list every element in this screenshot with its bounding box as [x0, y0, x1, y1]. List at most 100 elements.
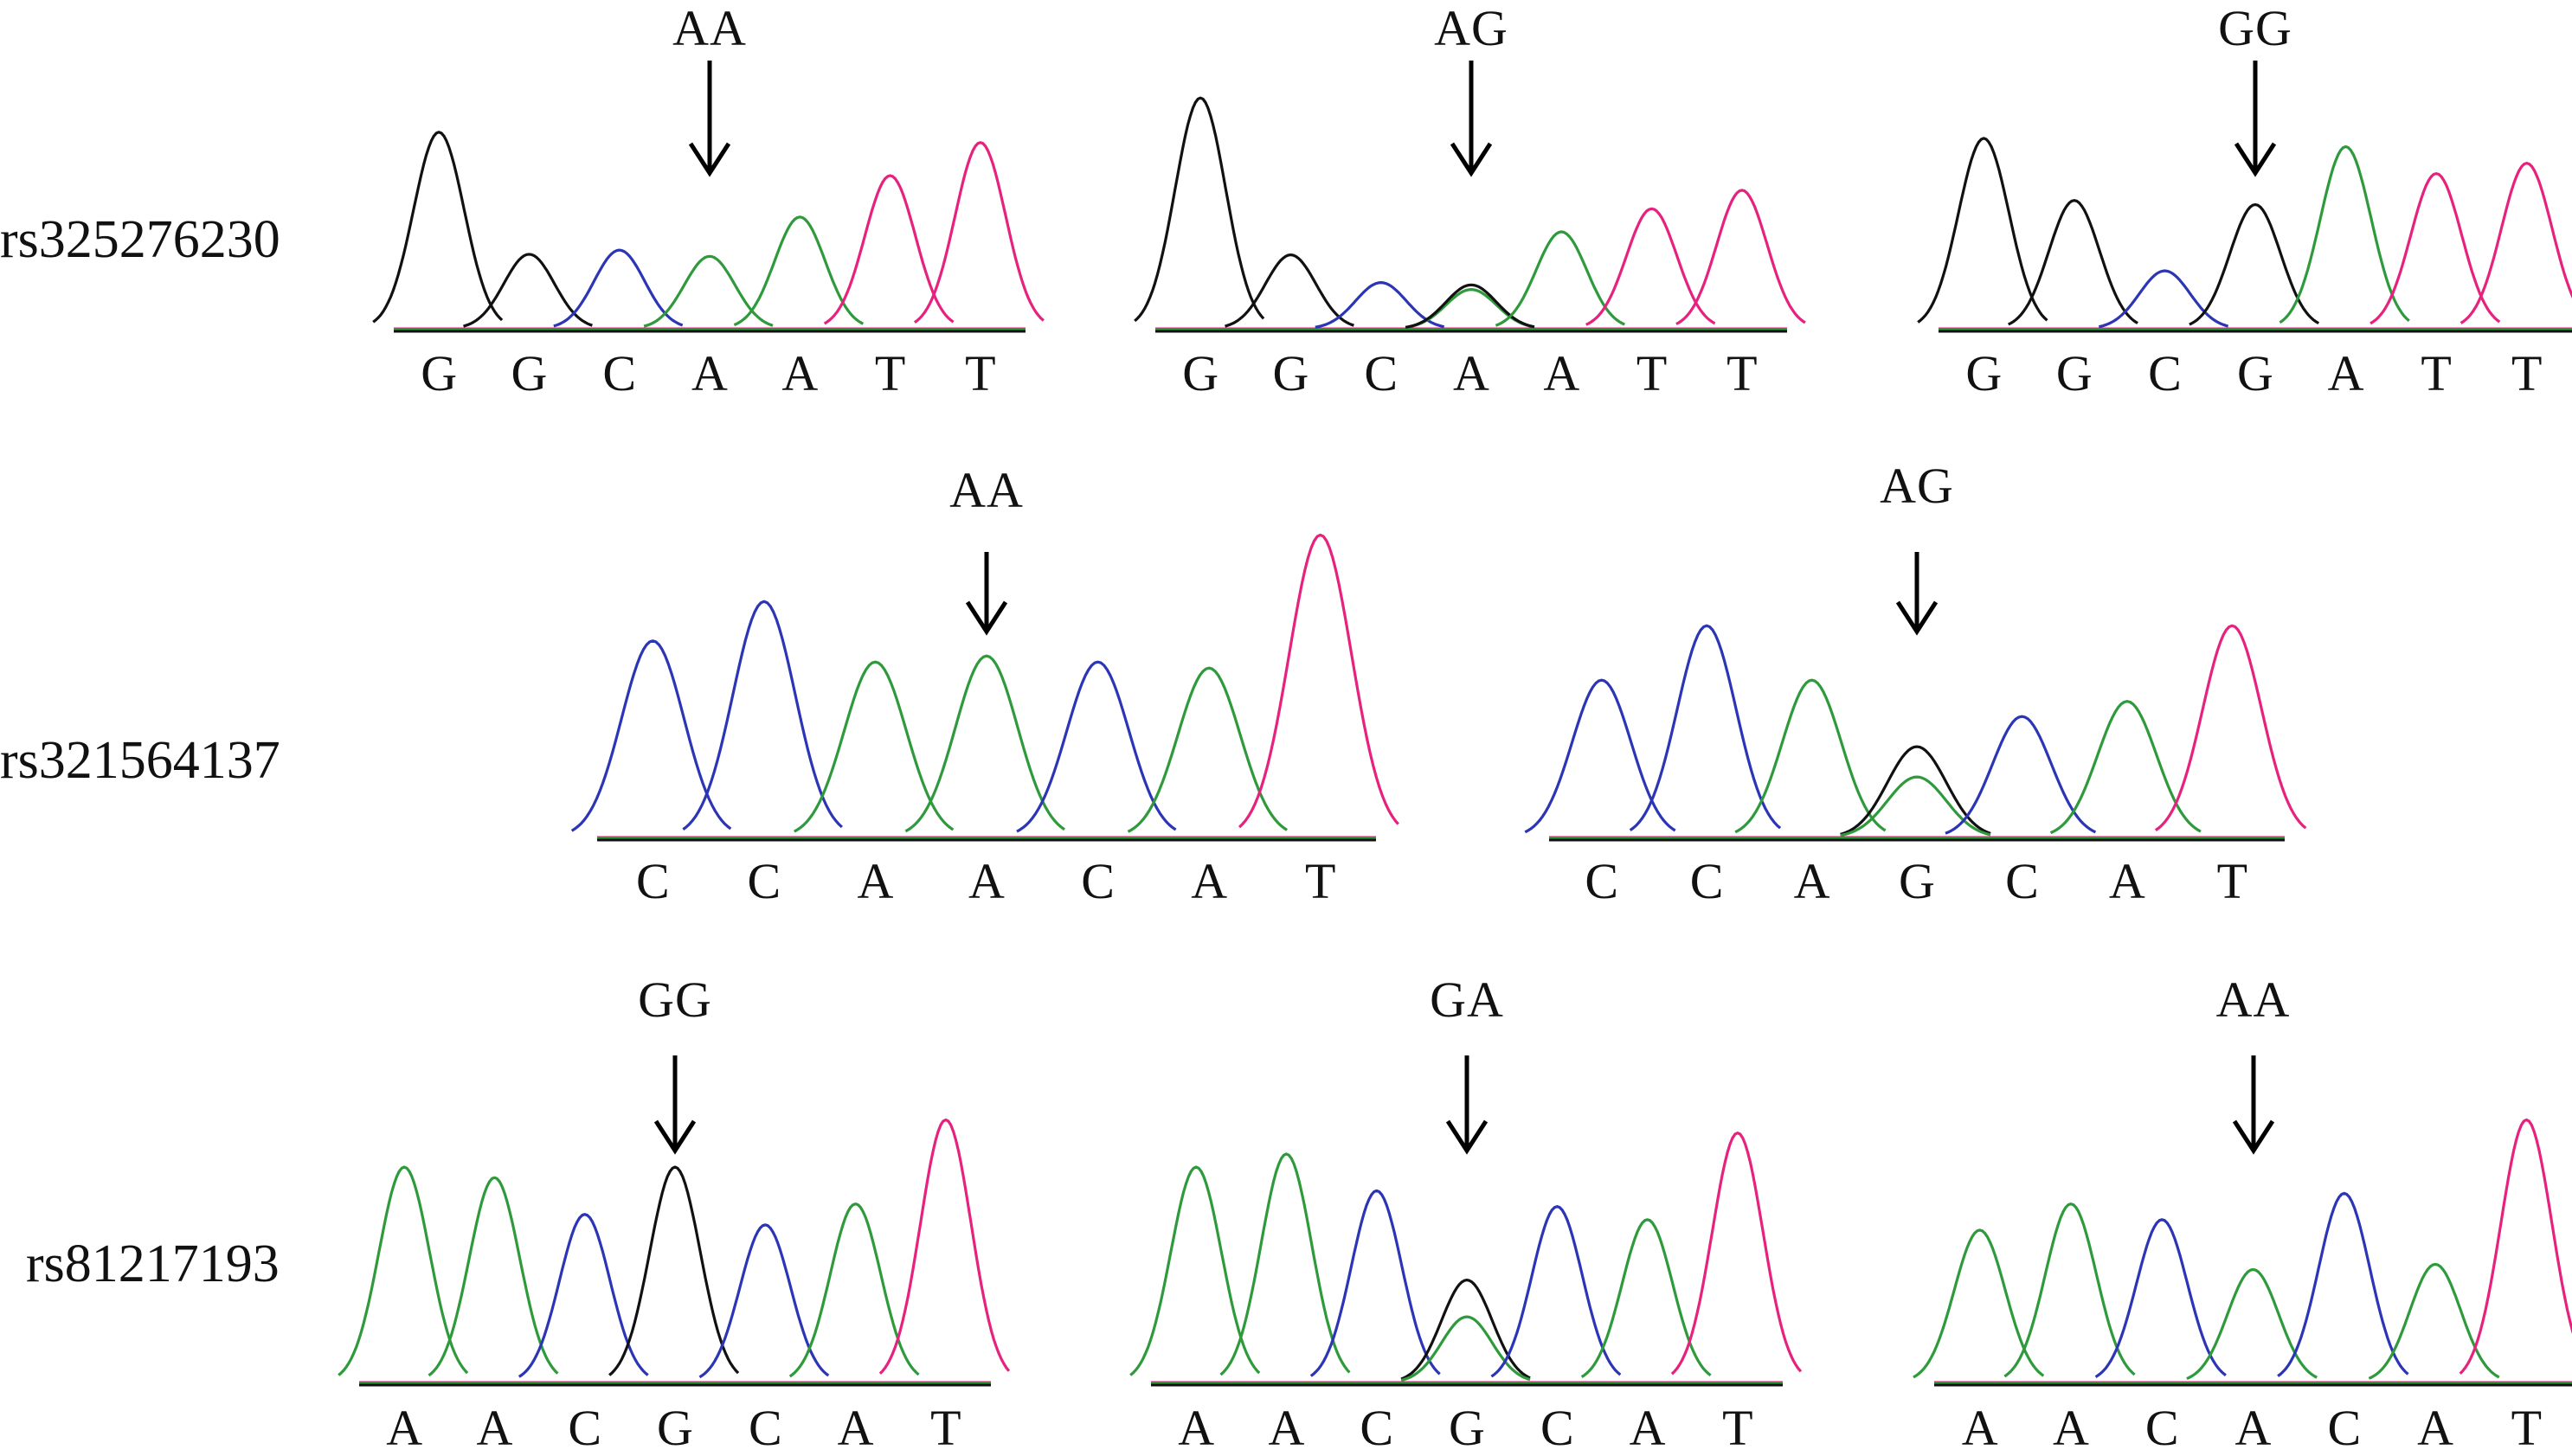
peak-A — [1400, 1315, 1531, 1382]
base-call: A — [2417, 1400, 2454, 1456]
genotype-label: AA — [949, 462, 1024, 518]
base-call: A — [2052, 1400, 2089, 1456]
peak-A — [788, 1203, 920, 1378]
peak-C — [682, 600, 843, 831]
peak-C — [1945, 715, 2097, 835]
peak-A — [1913, 1228, 2045, 1379]
peak-T — [2369, 172, 2501, 325]
base-call: A — [1961, 1400, 1998, 1456]
peak-T — [913, 141, 1045, 324]
down-arrow-icon — [2232, 1055, 2274, 1155]
peak-A — [1840, 775, 1991, 837]
peak-C — [2094, 1218, 2227, 1378]
base-call: A — [2327, 345, 2364, 401]
base-call: A — [2108, 853, 2145, 909]
peak-T — [2154, 624, 2307, 831]
peak-T — [823, 174, 955, 325]
base-call: C — [1360, 1400, 1394, 1456]
base-call: C — [2005, 853, 2039, 909]
snp-label-rs81217193: rs81217193 — [26, 1235, 280, 1293]
peak-C — [1490, 1205, 1622, 1378]
peak-A — [1734, 678, 1887, 834]
peak-A — [338, 1165, 469, 1376]
peak-A — [2049, 700, 2202, 835]
base-call: C — [635, 853, 670, 909]
peak-T — [1675, 189, 1806, 325]
peak-T — [2459, 1118, 2572, 1375]
peak-G — [1225, 253, 1354, 328]
base-call: C — [1364, 345, 1399, 401]
chromatogram-r2-p1 — [1129, 1132, 1803, 1387]
chromatogram-r2-p2 — [1913, 1118, 2572, 1387]
base-call: A — [1629, 1400, 1666, 1456]
base-call: G — [511, 345, 548, 401]
base-call: C — [1689, 853, 1724, 909]
peak-C — [1309, 1189, 1441, 1377]
base-call: T — [2511, 1400, 2543, 1456]
peak-T — [878, 1118, 1011, 1375]
snp-label-rs325276230: rs325276230 — [0, 210, 280, 269]
genotype-label: AA — [2215, 972, 2291, 1028]
peak-G — [608, 1165, 740, 1376]
base-call: T — [965, 345, 996, 401]
peak-G — [1400, 1279, 1531, 1381]
peak-A — [1127, 666, 1288, 833]
base-call: T — [1722, 1400, 1753, 1456]
peak-G — [463, 253, 593, 328]
peak-C — [553, 248, 684, 328]
peak-C — [698, 1223, 830, 1379]
base-call: C — [2148, 345, 2182, 401]
peak-T — [1238, 533, 1399, 829]
base-call: T — [874, 345, 906, 401]
base-call: G — [2055, 345, 2093, 401]
base-call: A — [1793, 853, 1830, 909]
chromatogram-r0-p2 — [1917, 137, 2572, 333]
peak-A — [1580, 1218, 1712, 1378]
chromatogram-r1-p1 — [1524, 624, 2307, 842]
base-call: T — [2216, 853, 2247, 909]
base-call: G — [1449, 1400, 1485, 1456]
base-call: A — [1453, 345, 1489, 401]
peak-A — [733, 215, 865, 327]
genotype-label: AG — [1434, 0, 1508, 56]
base-call: A — [1268, 1400, 1305, 1456]
down-arrow-icon — [1895, 552, 1939, 636]
snp-label-rs321564137: rs321564137 — [0, 731, 280, 790]
base-call: G — [1899, 853, 1935, 909]
peak-A — [643, 254, 774, 328]
peak-G — [1917, 137, 2048, 324]
peak-A — [2186, 1267, 2318, 1381]
base-call: G — [2237, 345, 2273, 401]
base-call: C — [602, 345, 637, 401]
peak-C — [1315, 281, 1445, 329]
peak-C — [2098, 269, 2229, 329]
peak-A — [794, 660, 955, 833]
base-call: T — [1304, 853, 1336, 909]
genotype-label: GG — [638, 972, 712, 1028]
base-call: C — [1081, 853, 1115, 909]
base-call: T — [930, 1400, 961, 1456]
peak-G — [2189, 202, 2320, 326]
base-call: A — [1543, 345, 1580, 401]
base-call: A — [1178, 1400, 1215, 1456]
base-call: A — [691, 345, 728, 401]
peak-C — [1629, 624, 1782, 831]
base-call: A — [1191, 853, 1228, 909]
base-call: C — [1540, 1400, 1574, 1456]
base-call: T — [1636, 345, 1668, 401]
peak-G — [1134, 96, 1265, 323]
peak-A — [2279, 144, 2410, 324]
down-arrow-icon — [653, 1055, 697, 1155]
base-call: T — [1726, 345, 1758, 401]
base-call: G — [1182, 345, 1219, 401]
genotype-label: AG — [1880, 458, 1954, 514]
peak-T — [1670, 1132, 1803, 1376]
base-call: A — [857, 853, 894, 909]
peak-C — [2277, 1191, 2409, 1377]
base-call: C — [1585, 853, 1619, 909]
base-call: A — [476, 1400, 513, 1456]
base-call: A — [2234, 1400, 2272, 1456]
base-call: C — [2144, 1400, 2179, 1456]
base-call: C — [748, 1400, 782, 1456]
